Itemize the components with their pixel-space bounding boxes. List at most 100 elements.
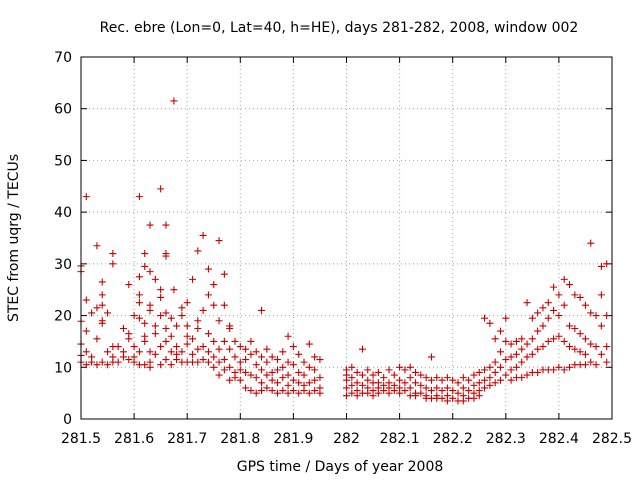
data-point	[98, 317, 106, 325]
data-point	[528, 335, 536, 343]
data-point	[353, 379, 361, 387]
data-point	[470, 381, 478, 389]
y-axis-label: STEC from uqrg / TECUs	[6, 154, 22, 322]
data-point	[162, 309, 170, 317]
data-point	[151, 350, 159, 358]
data-point	[369, 371, 377, 379]
data-point	[566, 322, 574, 330]
data-point	[242, 368, 250, 376]
data-point	[539, 304, 547, 312]
data-point	[576, 293, 584, 301]
data-point	[550, 366, 558, 374]
data-point	[252, 389, 260, 397]
data-point	[279, 348, 287, 356]
data-point	[470, 371, 478, 379]
data-point	[587, 309, 595, 317]
data-point	[438, 394, 446, 402]
data-point	[220, 270, 228, 278]
data-point	[592, 343, 600, 351]
data-point	[194, 325, 202, 332]
data-point	[141, 361, 149, 369]
data-point	[560, 366, 568, 374]
data-point	[210, 301, 218, 309]
data-point	[173, 343, 181, 351]
data-point	[316, 374, 324, 382]
data-point	[289, 387, 297, 395]
data-point	[157, 312, 165, 320]
data-point	[417, 389, 425, 397]
data-point	[236, 366, 244, 374]
data-point	[587, 358, 595, 366]
data-point	[603, 343, 611, 351]
data-point	[305, 340, 313, 348]
data-point	[273, 356, 281, 364]
data-point	[566, 343, 574, 351]
data-point	[247, 387, 255, 395]
y-tick-label: 40	[54, 205, 72, 221]
data-point	[491, 358, 499, 366]
data-point	[167, 348, 175, 356]
data-point	[518, 335, 526, 343]
data-point	[141, 319, 149, 327]
data-point	[178, 312, 186, 320]
data-point	[146, 306, 154, 314]
data-point	[125, 330, 133, 338]
data-point	[597, 350, 605, 358]
data-point	[481, 384, 489, 392]
data-point	[82, 327, 90, 335]
data-point	[204, 291, 212, 299]
data-point	[512, 363, 520, 371]
data-point	[125, 356, 133, 364]
data-point	[151, 322, 159, 330]
data-point	[157, 361, 165, 369]
data-point	[512, 350, 520, 358]
chart-title: Rec. ebre (Lon=0, Lat=40, h=HE), days 28…	[100, 20, 579, 36]
data-point	[412, 379, 420, 387]
data-point	[566, 363, 574, 371]
data-point	[534, 345, 542, 353]
x-tick-labels: 281.5 281.6 281.7 281.8 281.9 282 282.1 282.2 28…	[61, 431, 632, 447]
data-point	[433, 374, 441, 382]
data-point	[343, 384, 350, 392]
x-axis-label: GPS time / Days of year 2008	[237, 459, 444, 475]
data-point	[364, 389, 372, 397]
data-point	[252, 361, 260, 369]
data-point	[438, 376, 446, 384]
data-point	[189, 350, 197, 358]
y-tick-label: 30	[54, 257, 72, 273]
data-point	[443, 397, 451, 405]
data-point	[539, 322, 547, 330]
data-point	[130, 358, 138, 366]
data-point	[374, 368, 382, 376]
data-point	[178, 304, 186, 312]
data-point	[93, 304, 101, 312]
data-point	[348, 363, 356, 371]
data-point	[305, 389, 313, 397]
data-point	[189, 275, 197, 283]
data-point	[268, 387, 276, 395]
x-tick-label: 281.5	[61, 431, 101, 447]
data-point	[385, 366, 393, 374]
data-point	[114, 343, 122, 351]
data-point	[406, 384, 414, 392]
data-point	[289, 343, 297, 351]
x-tick-label: 282.4	[539, 431, 579, 447]
y-tick-label: 70	[54, 50, 72, 66]
data-point	[289, 376, 297, 384]
data-point	[427, 376, 435, 384]
data-point	[141, 262, 149, 270]
y-tick-label: 0	[63, 412, 72, 428]
data-point	[247, 350, 255, 358]
data-point	[130, 312, 138, 320]
data-point	[523, 371, 531, 379]
data-point	[576, 348, 584, 356]
data-point	[560, 337, 568, 345]
data-point	[135, 299, 143, 307]
data-point	[183, 299, 191, 307]
data-point	[93, 361, 101, 369]
y-tick-label: 60	[54, 102, 72, 118]
data-point	[226, 325, 234, 332]
data-point	[210, 337, 218, 345]
data-point	[289, 361, 297, 369]
